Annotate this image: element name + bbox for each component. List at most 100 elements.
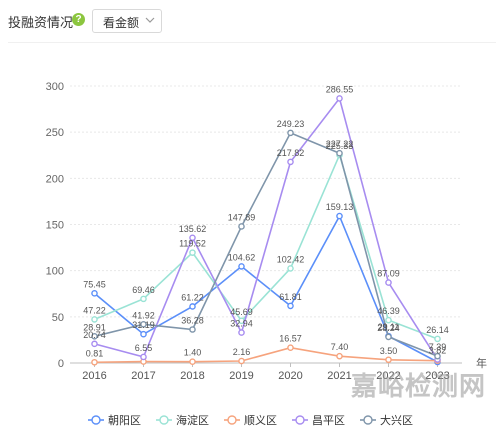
- data-point: [336, 352, 343, 360]
- metric-select[interactable]: 看金额: [92, 9, 162, 33]
- data-point: [189, 249, 196, 256]
- data-point: [287, 344, 294, 352]
- data-label: 31.19: [132, 320, 155, 330]
- data-point: [189, 326, 196, 333]
- data-label: 41.92: [132, 310, 155, 320]
- data-point: [287, 265, 294, 272]
- watermark-logo: 嘉峪检测网: [350, 372, 486, 402]
- data-label: 135.62: [179, 224, 207, 234]
- data-label: 6.55: [135, 343, 153, 353]
- data-label: 104.62: [228, 252, 256, 262]
- y-tick-label: 100: [46, 266, 64, 278]
- data-point: [91, 333, 98, 340]
- legend-swatch-marker: [159, 415, 169, 425]
- x-tick-label: 2016: [82, 370, 106, 382]
- legend-label: 顺义区: [244, 414, 277, 427]
- legend-label: 朝阳区: [108, 414, 141, 427]
- data-label: 87.09: [377, 269, 400, 279]
- y-tick-label: 300: [46, 81, 64, 93]
- legend-label: 昌平区: [312, 414, 345, 427]
- x-tick-label: 2017: [131, 370, 155, 382]
- series-line: [94, 346, 438, 364]
- legend-label: 海淀区: [176, 413, 209, 427]
- data-label: 61.22: [181, 292, 204, 302]
- data-point: [287, 158, 294, 166]
- data-label: 1.40: [184, 348, 202, 358]
- data-label: 227.22: [326, 139, 354, 149]
- data-point: [287, 129, 294, 137]
- data-point: [336, 95, 343, 102]
- x-tick-label: 2018: [180, 370, 204, 382]
- x-tick-label: 2023: [425, 370, 449, 382]
- chevron-down-icon: [145, 17, 155, 23]
- legend-swatch-marker: [363, 415, 373, 425]
- data-point: [140, 320, 147, 328]
- chart-panel: [8, 42, 496, 435]
- data-point: [336, 149, 343, 157]
- y-tick-label: 50: [52, 312, 64, 324]
- data-label: 3.82: [429, 345, 447, 355]
- series-line: [94, 152, 438, 340]
- data-label: 0.81: [86, 348, 104, 358]
- data-point: [91, 358, 98, 366]
- data-point: [140, 295, 147, 303]
- data-point: [434, 335, 441, 343]
- data-label: 7.40: [331, 342, 349, 352]
- y-tick-label: 200: [46, 173, 64, 185]
- data-point: [140, 353, 147, 361]
- data-label: 16.57: [279, 334, 302, 344]
- data-label: 286.55: [326, 84, 354, 94]
- data-label: 32.94: [230, 319, 253, 329]
- y-tick-label: 250: [46, 127, 64, 139]
- data-label: 102.42: [277, 254, 305, 264]
- y-tick-label: 150: [46, 220, 64, 232]
- data-label: 36.28: [181, 316, 204, 326]
- data-point: [238, 223, 245, 230]
- series-line: [94, 96, 439, 360]
- question-circle-icon[interactable]: ?: [72, 13, 85, 26]
- data-label: 26.14: [426, 325, 449, 335]
- metric-select-value: 看金额: [103, 16, 140, 30]
- data-point: [91, 340, 98, 348]
- data-point: [385, 333, 392, 341]
- data-label: 119.52: [179, 239, 206, 249]
- x-tick-label: 2019: [229, 370, 253, 382]
- data-label: 75.45: [83, 279, 106, 289]
- data-label: 225.33: [326, 141, 354, 151]
- x-axis-label: 年: [476, 356, 487, 370]
- data-point: [189, 234, 196, 242]
- data-point: [385, 356, 392, 364]
- legend-swatch-marker: [91, 415, 101, 425]
- data-label: 29.11: [378, 322, 400, 332]
- x-tick-label: 2020: [278, 370, 302, 382]
- data-point: [189, 303, 196, 310]
- data-point: [140, 330, 147, 338]
- data-point: [238, 263, 245, 270]
- data-label: 2.16: [233, 347, 251, 357]
- legend-swatch-marker: [227, 415, 237, 425]
- data-label: 69.46: [132, 285, 155, 295]
- data-label: 7.39: [429, 342, 447, 352]
- data-point: [385, 316, 392, 324]
- data-label: 217.82: [277, 148, 305, 158]
- data-label: 61.81: [279, 292, 302, 302]
- data-label: 46.39: [377, 306, 400, 316]
- data-label: 47.22: [83, 305, 106, 315]
- data-point: [385, 279, 392, 286]
- data-label: 147.89: [228, 212, 256, 222]
- data-point: [238, 357, 245, 365]
- data-label: 249.23: [277, 119, 305, 129]
- data-label: 159.13: [326, 202, 354, 212]
- x-tick-label: 2022: [376, 370, 400, 382]
- data-point: [91, 290, 98, 297]
- section-title: 投融资情况: [8, 15, 74, 30]
- legend-swatch-marker: [295, 415, 305, 425]
- series-line: [93, 214, 438, 363]
- data-label: 28.91: [83, 322, 106, 332]
- data-point: [287, 302, 294, 310]
- data-label: 28.24: [377, 323, 400, 333]
- data-point: [189, 358, 196, 366]
- legend-label: 大兴区: [380, 413, 413, 427]
- y-tick-label: 0: [58, 358, 64, 370]
